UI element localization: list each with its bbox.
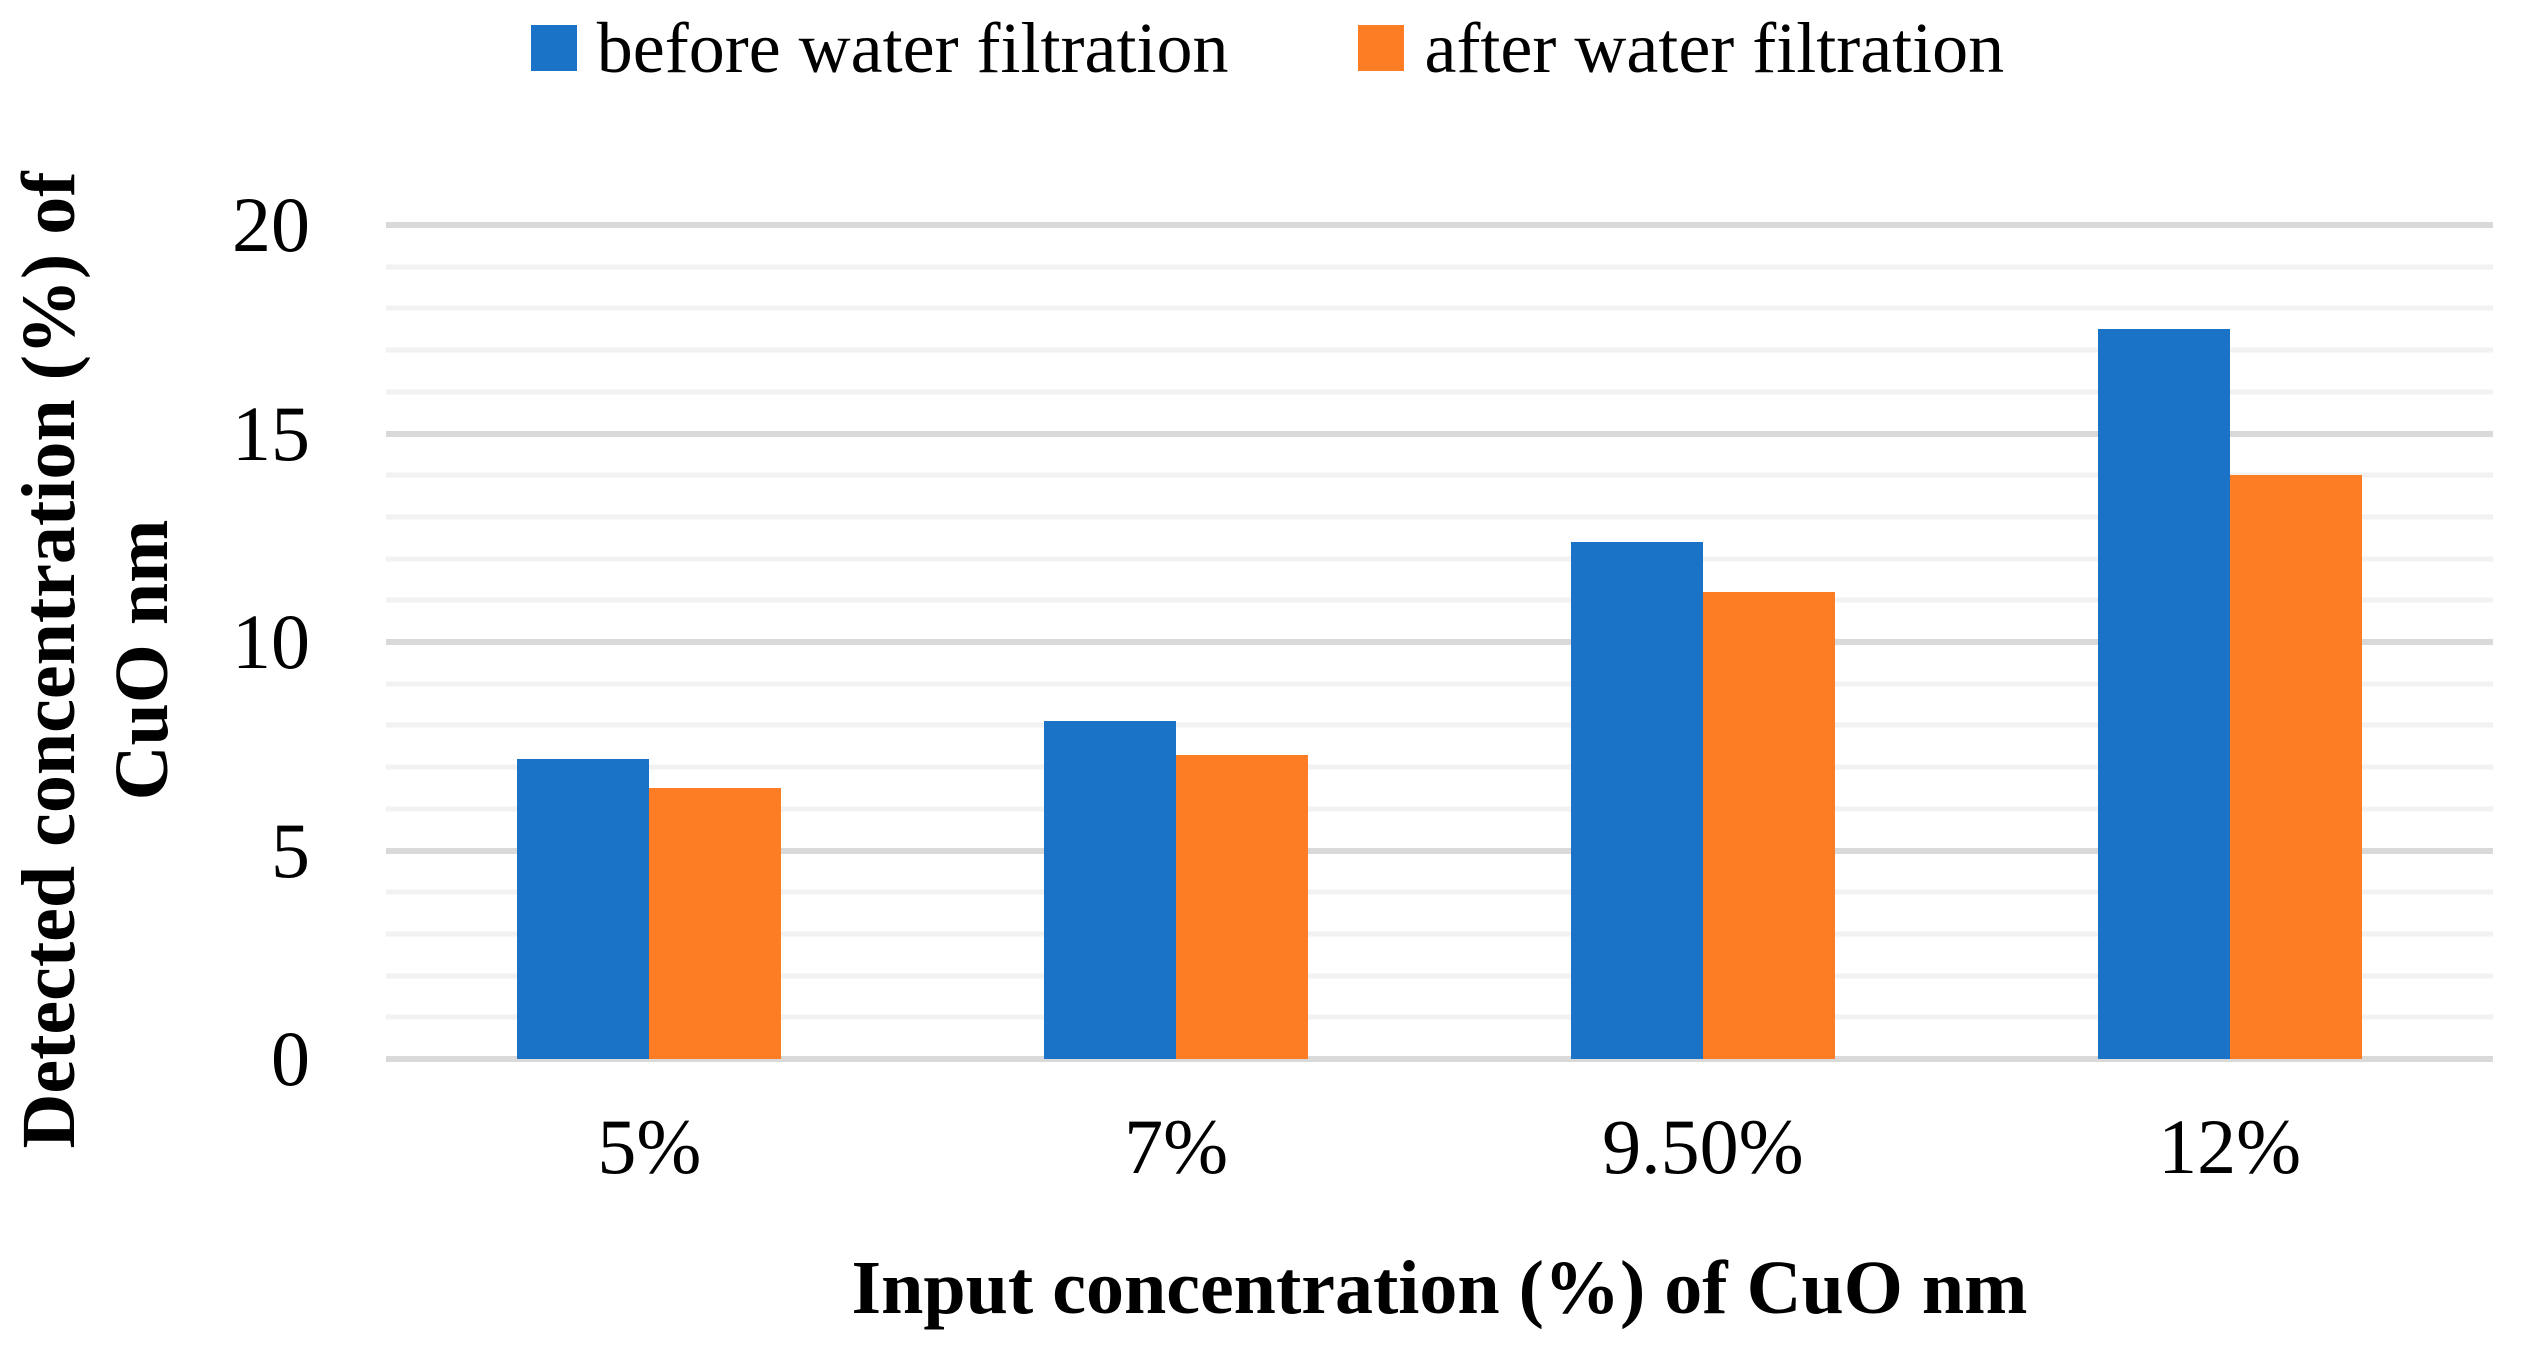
bar-group-7%: [913, 225, 1440, 1059]
y-axis-tick-label-15: 15: [232, 389, 310, 477]
legend-label-after: after water filtration: [1424, 8, 2005, 88]
gridlines-layer: [386, 222, 2493, 1062]
bar-before-12%: [2097, 329, 2230, 1059]
bar-group-12%: [1966, 225, 2493, 1059]
y-axis-tick-label-10: 10: [232, 598, 310, 685]
gridline-y-0: [386, 1056, 2493, 1062]
gridline-y-18: [386, 305, 2493, 311]
gridline-y-6: [386, 806, 2493, 812]
y-axis-tick-label-20: 20: [232, 181, 310, 268]
gridline-y-13: [386, 514, 2493, 520]
gridline-y-12: [386, 556, 2493, 562]
legend-label-before: before water filtration: [596, 8, 1229, 88]
legend-swatch-after-icon: [1358, 25, 1405, 71]
bar-after-12%: [2229, 475, 2362, 1059]
bar-before-9.50%: [1570, 541, 1703, 1059]
bar-after-7%: [1176, 754, 1309, 1059]
x-axis-category-labels: 5% 7% 9.50% 12%: [386, 1108, 2493, 1186]
bar-group-5%: [386, 225, 913, 1059]
y-axis-tick-label-5: 5: [271, 806, 310, 894]
bar-group-9.50%: [1440, 225, 1967, 1059]
gridline-y-10: [386, 639, 2493, 645]
bar-after-5%: [649, 787, 782, 1059]
x-axis-category-label-9.50%: 9.50%: [1602, 1103, 1804, 1190]
gridline-y-9: [386, 681, 2493, 687]
gridline-y-15: [386, 430, 2493, 437]
gridline-y-3: [386, 931, 2493, 937]
gridline-y-1: [386, 1014, 2493, 1020]
legend-item-before-filtration: before water filtration: [530, 8, 1229, 88]
x-axis-category-label-5%: 5%: [597, 1103, 702, 1190]
gridline-y-19: [386, 264, 2493, 270]
gridline-y-16: [386, 389, 2493, 395]
gridline-y-2: [386, 973, 2493, 979]
y-axis-tick-label-0: 0: [271, 1015, 310, 1102]
gridline-y-5: [386, 847, 2493, 854]
gridline-y-8: [386, 722, 2493, 728]
gridline-y-14: [386, 472, 2493, 478]
gridline-y-7: [386, 764, 2493, 770]
gridline-y-11: [386, 597, 2493, 603]
gridline-y-4: [386, 889, 2493, 895]
bars-layer: [386, 225, 2493, 1059]
plot-area: [386, 222, 2493, 1062]
bar-before-5%: [517, 758, 650, 1059]
x-axis-title: Input concentration (%) of CuO nm: [851, 1246, 2028, 1330]
legend-item-after-filtration: after water filtration: [1358, 12, 2004, 84]
bar-before-7%: [1044, 721, 1177, 1059]
chart-legend: before water filtration after water filt…: [0, 12, 2535, 84]
gridline-y-20: [386, 222, 2493, 228]
y-axis-tick-labels: 0 5 10 15 20: [0, 186, 310, 1098]
x-axis-category-label-12%: 12%: [2158, 1103, 2302, 1190]
bar-after-9.50%: [1702, 591, 1835, 1059]
legend-swatch-before-icon: [530, 25, 577, 71]
x-axis-category-label-7%: 7%: [1124, 1103, 1229, 1190]
gridline-y-17: [386, 347, 2493, 353]
